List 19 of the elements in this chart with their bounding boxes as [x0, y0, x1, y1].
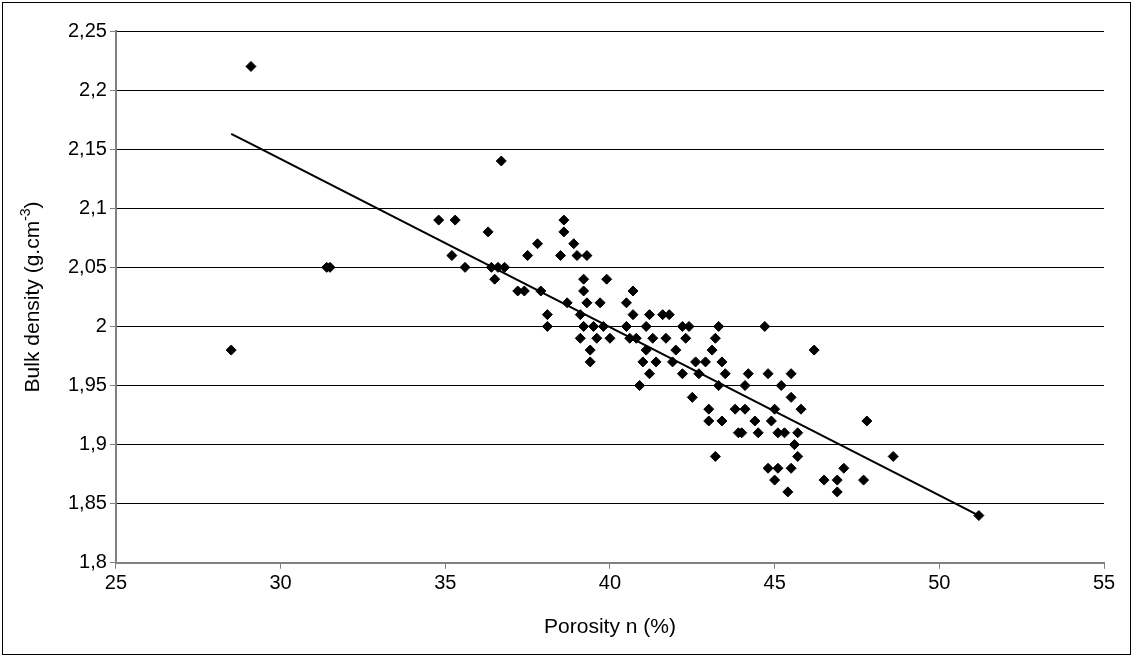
x-tick-label: 30 [269, 571, 292, 594]
x-tick-label: 45 [763, 571, 786, 594]
y-tick-label: 2,25 [67, 18, 107, 41]
y-tick-label: 1,85 [67, 491, 107, 514]
y-tick-label: 2,15 [67, 136, 107, 159]
x-tick-label: 35 [434, 571, 457, 594]
y-tick-label: 1,9 [79, 432, 107, 455]
y-tick-label: 1,95 [67, 373, 107, 396]
y-tick-label: 1,8 [79, 550, 107, 573]
y-axis-title: Bulk density (g.cm-3) [16, 201, 43, 393]
x-tick-label: 55 [1092, 571, 1116, 594]
x-axis-title: Porosity n (%) [544, 614, 676, 638]
x-tick-label: 40 [598, 571, 622, 594]
x-tick-label: 25 [104, 571, 128, 594]
y-tick-label: 2,05 [67, 254, 107, 277]
x-tick-label: 50 [928, 571, 951, 594]
y-tick-label: 2,1 [79, 195, 107, 218]
y-tick-label: 2,2 [79, 77, 107, 100]
y-tick-label: 2 [95, 313, 107, 336]
